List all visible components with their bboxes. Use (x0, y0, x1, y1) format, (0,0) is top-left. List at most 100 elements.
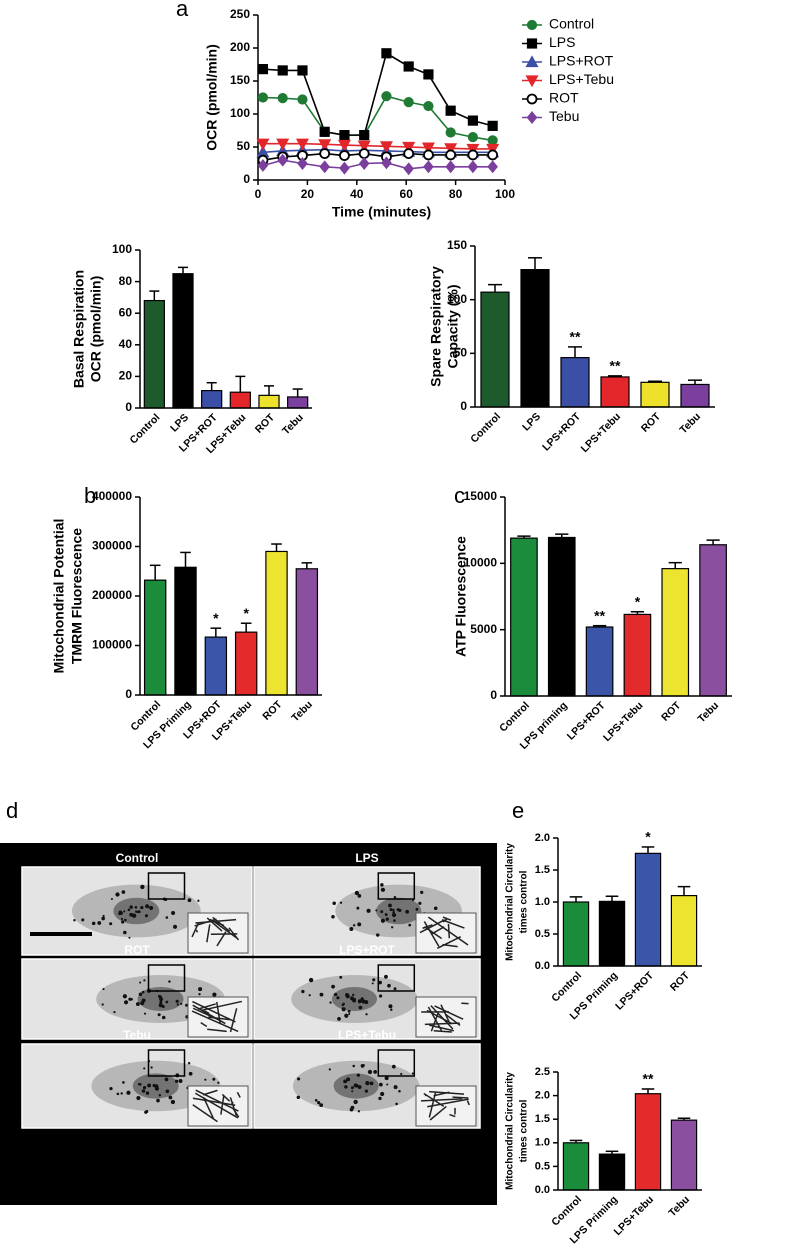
mitochondrion (398, 1089, 401, 1093)
significance-mark: ** (610, 358, 621, 374)
mitochondrion (121, 890, 126, 894)
inset-mitochondrion (440, 1004, 450, 1022)
mitochondrion (178, 1079, 183, 1084)
legend-label: Tebu (549, 108, 579, 124)
inset-mitochondrion (192, 1104, 218, 1123)
mitochondrion (358, 1005, 363, 1010)
mitochondrion (174, 1079, 179, 1083)
roi-box (377, 1049, 416, 1077)
y-tick-label: 50 (454, 346, 468, 360)
y-tick-label: 150 (447, 238, 467, 252)
bar (234, 631, 258, 696)
marker (257, 159, 269, 172)
y-tick-label: 100000 (92, 638, 132, 652)
mitochondrion (347, 1009, 351, 1013)
mitochondrion (411, 1072, 415, 1075)
inset-mitochondrion (194, 1092, 239, 1119)
mitochondrion (354, 1084, 357, 1088)
mitochondrion (158, 1094, 162, 1097)
mitochondrion (124, 918, 127, 922)
inset-mitochondrion (429, 1105, 447, 1121)
mitochondrion (204, 1078, 207, 1081)
inset-mitochondrion (191, 921, 200, 938)
inset-mitochondrion (434, 1005, 464, 1020)
y-axis-label: times control (519, 1099, 530, 1162)
y-tick-label: 0.0 (535, 960, 550, 972)
x-tick-label: ROT (668, 969, 693, 994)
y-tick-label: 10000 (464, 556, 498, 570)
bar (143, 299, 165, 409)
image-label: LPS+Tebu (338, 1028, 396, 1042)
mitochondrion (339, 901, 343, 904)
mitochondrion (365, 1013, 368, 1016)
legend-marker (526, 19, 538, 31)
y-tick-label: 20 (119, 369, 133, 383)
inset-mitochondrion (433, 1030, 452, 1033)
mitochondrion (319, 992, 324, 997)
mitochondrion (139, 981, 142, 984)
x-tick-label: Tebu (289, 699, 315, 725)
bar (562, 1142, 590, 1191)
y-axis-label: ATP Fluorescence (453, 536, 469, 657)
significance-mark: * (213, 610, 219, 626)
marker (423, 69, 434, 80)
marker (487, 135, 498, 146)
inset-mitochondrion (420, 1098, 463, 1102)
bar (204, 636, 228, 696)
x-tick-label: ROT (639, 410, 664, 435)
mitochondrion (388, 903, 392, 908)
y-axis-label: OCR (pmol/min) (88, 276, 104, 383)
inset-mitochondrion (206, 924, 211, 943)
mitochondrion (148, 905, 154, 911)
mitochondrion (123, 1000, 129, 1005)
legend-marker (526, 93, 538, 105)
inset-mitochondrion (429, 1024, 455, 1032)
bar (680, 383, 710, 408)
y-tick-label: 200 (230, 40, 250, 54)
marker (445, 149, 457, 161)
roi-box (377, 872, 416, 900)
mitochondrion (361, 1000, 365, 1004)
bar (585, 626, 614, 697)
marker (467, 115, 478, 126)
mitochondrion (366, 908, 371, 913)
bar (634, 852, 662, 967)
bar (560, 357, 590, 408)
mitochondrion (415, 907, 419, 911)
mitochondrion (339, 975, 343, 979)
y-tick-label: 100 (112, 242, 132, 256)
legend-marker (525, 75, 539, 88)
x-tick-label: LPS (520, 411, 543, 434)
panel-label: d (6, 798, 18, 823)
mitochondrion (143, 1085, 147, 1090)
significance-mark: * (645, 829, 651, 845)
y-tick-label: 1.5 (535, 1113, 550, 1125)
y-tick-label: 300000 (92, 539, 132, 553)
mitochondrion (433, 906, 438, 911)
mitochondrion (375, 909, 378, 912)
mitochondrion (380, 918, 385, 923)
bar (634, 1093, 662, 1191)
bar (287, 396, 309, 409)
mitochondrion (145, 1091, 150, 1095)
x-tick-label: Control (549, 970, 584, 1005)
y-tick-label: 15000 (464, 489, 498, 503)
inset-mitochondrion (427, 1006, 443, 1031)
bar (598, 1153, 626, 1191)
mitochondrion (367, 1069, 373, 1075)
x-tick-label: 0 (255, 187, 262, 201)
bar (229, 391, 251, 409)
mitochondrion (349, 927, 354, 931)
mitochondrion (352, 993, 355, 997)
mitochondrion (159, 1000, 163, 1004)
mitochondrion (176, 1003, 179, 1006)
bar (201, 390, 223, 409)
mitochondrion (297, 1077, 301, 1081)
mitochondrion (110, 897, 113, 900)
bar (547, 536, 576, 697)
mitochondrion (392, 908, 395, 912)
inset-mitochondrion (191, 1010, 239, 1033)
mitochondrion (296, 1095, 301, 1100)
panel-label: c (454, 483, 465, 508)
mitochondrion (357, 1085, 362, 1090)
